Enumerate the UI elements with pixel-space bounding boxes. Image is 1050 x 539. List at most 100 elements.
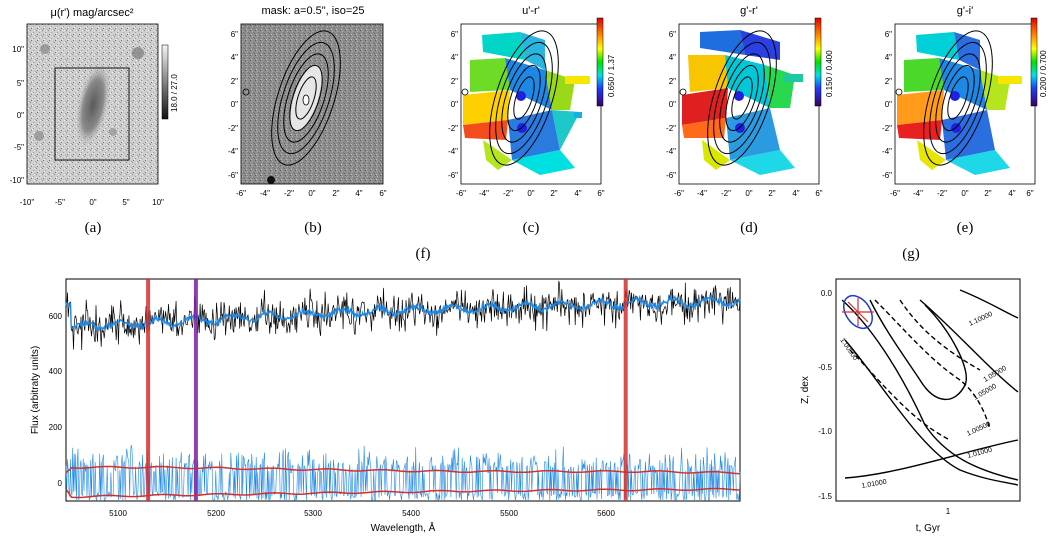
best-fit-cross (842, 298, 874, 326)
masked-line-0 (146, 279, 151, 501)
panel-c: u'-r' 0.650 / 1.37 (448, 5, 616, 236)
panel-a-colorbar (161, 44, 169, 120)
svg-text:-2": -2" (937, 189, 947, 198)
svg-text:-1.5: -1.5 (818, 492, 832, 501)
galaxy-blob (74, 61, 112, 149)
svg-text:400: 400 (49, 367, 63, 376)
svg-text:4": 4" (792, 189, 799, 198)
panel-d-colorbar (814, 17, 822, 107)
svg-text:0": 0" (527, 189, 534, 198)
svg-text:-2": -2" (284, 189, 294, 198)
svg-text:5400: 5400 (402, 509, 420, 518)
panel-d-yticks: 6" 4" 2" 0" -2" -4" -6" (666, 30, 676, 180)
panel-b-label: (b) (304, 220, 322, 236)
svg-text:-4": -4" (479, 189, 489, 198)
spectrum-yticks: 600 400 200 0 (49, 312, 63, 488)
panel-e-colormap (897, 32, 1022, 175)
svg-text:-2": -2" (503, 189, 513, 198)
panel-g-label: (g) (902, 246, 920, 262)
svg-text:2": 2" (231, 77, 238, 86)
svg-text:600: 600 (49, 312, 63, 321)
spectrum-xticks: 5100 5200 5300 5400 5500 5600 (109, 509, 615, 518)
spectrum-masked-lines (146, 279, 628, 501)
svg-text:-6": -6" (236, 189, 246, 198)
spectrum-ylabel: Flux (arbitraty units) (30, 346, 41, 434)
svg-text:5500: 5500 (500, 509, 518, 518)
panel-a-label: (a) (85, 220, 102, 236)
panel-e-colorbar-label: 0.200 / 0.700 (1039, 50, 1048, 97)
panel-b-xticks: -6" -4" -2" 0" 2" 4" 6" (236, 189, 387, 198)
svg-text:4": 4" (574, 189, 581, 198)
svg-text:0": 0" (17, 111, 24, 120)
svg-text:6": 6" (231, 30, 238, 39)
panel-c-title: u'-r' (522, 5, 540, 17)
svg-text:10": 10" (12, 45, 24, 54)
svg-text:200: 200 (49, 423, 63, 432)
svg-text:5200: 5200 (207, 509, 225, 518)
masked-line-2 (623, 279, 628, 501)
svg-text:5100: 5100 (109, 509, 127, 518)
masked-line-1 (193, 279, 198, 501)
svg-text:6": 6" (451, 30, 458, 39)
panel-e-yticks: 6" 4" 2" 0" -2" -4" -6" (882, 30, 892, 180)
panel-e: g'-i' 0.200 / 0.700 -6" (882, 5, 1048, 236)
svg-text:-4": -4" (666, 147, 676, 156)
svg-text:2": 2" (885, 77, 892, 86)
panel-a: μ(r') mag/arcsec² 18.0 / 27.0 -10" -5" 0… (10, 7, 179, 236)
error-lower-line (65, 487, 741, 499)
svg-text:4": 4" (885, 53, 892, 62)
panel-b-isophotes (271, 30, 341, 166)
panel-f-label: (f) (416, 246, 431, 262)
svg-text:2": 2" (984, 189, 991, 198)
svg-text:0": 0" (451, 100, 458, 109)
panel-e-colorbar (1030, 17, 1038, 107)
svg-text:-4": -4" (882, 147, 892, 156)
svg-text:0": 0" (89, 198, 96, 207)
svg-text:-0.5: -0.5 (818, 363, 832, 372)
svg-text:-5": -5" (55, 198, 65, 207)
panel-a-yticks: 10" 5" 0" -5" -10" (10, 45, 25, 185)
panel-a-xticks: -10" -5" 0" 5" 10" (20, 198, 164, 207)
svg-text:-6": -6" (456, 189, 466, 198)
svg-text:5600: 5600 (597, 509, 615, 518)
svg-text:-2": -2" (666, 124, 676, 133)
panel-c-colorbar (596, 17, 604, 107)
svg-text:2": 2" (669, 77, 676, 86)
svg-text:-10": -10" (10, 176, 25, 185)
svg-text:2": 2" (332, 189, 339, 198)
svg-text:-4": -4" (260, 189, 270, 198)
svg-text:0": 0" (745, 189, 752, 198)
panel-c-yticks: 6" 4" 2" 0" -2" -4" -6" (448, 30, 458, 180)
spectrum-error-curves (65, 465, 741, 499)
panel-a-colorbar-label: 18.0 / 27.0 (170, 74, 179, 112)
contour-ylabel: Z, dex (800, 376, 811, 404)
svg-text:-6": -6" (674, 189, 684, 198)
panel-e-label: (e) (957, 220, 974, 236)
svg-text:-6": -6" (228, 171, 238, 180)
svg-text:-1.0: -1.0 (818, 427, 832, 436)
svg-text:4": 4" (669, 53, 676, 62)
svg-text:0: 0 (58, 479, 63, 488)
panel-e-title: g'-i' (957, 5, 973, 17)
svg-text:10": 10" (152, 198, 164, 207)
svg-text:6": 6" (669, 30, 676, 39)
svg-text:4": 4" (1008, 189, 1015, 198)
svg-text:5": 5" (122, 198, 129, 207)
svg-text:0": 0" (308, 189, 315, 198)
spectrum-xlabel: Wavelength, Å (371, 521, 436, 534)
crop-box (54, 67, 130, 161)
svg-text:6": 6" (379, 189, 386, 198)
svg-text:-6": -6" (448, 171, 458, 180)
svg-text:5": 5" (17, 79, 24, 88)
panel-b-yticks: 6" 4" 2" 0" -2" -4" -6" (228, 30, 238, 180)
svg-text:4": 4" (355, 189, 362, 198)
svg-text:0": 0" (231, 100, 238, 109)
svg-text:-4": -4" (448, 147, 458, 156)
panel-d-colorbar-label: 0.150 / 0.400 (825, 50, 834, 97)
svg-text:-4": -4" (697, 189, 707, 198)
panel-c-label: (c) (523, 220, 540, 236)
panel-c-colorbar-label: 0.650 / 1.37 (607, 54, 616, 97)
svg-text:2": 2" (550, 189, 557, 198)
